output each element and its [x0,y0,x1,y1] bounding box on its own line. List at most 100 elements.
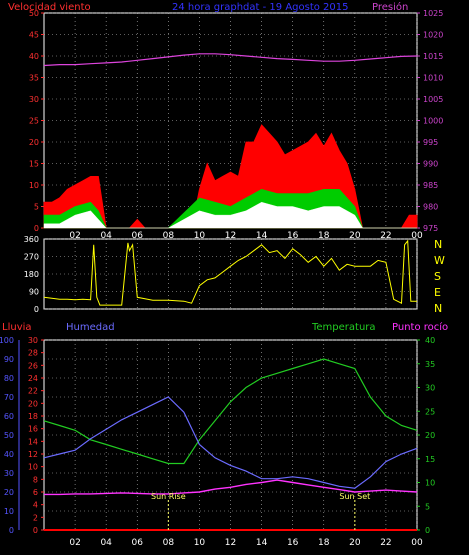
x-tick-label-bottom: 20 [349,538,361,548]
pressure-title: Presión [372,1,408,13]
wind-tick-label: 40 [29,52,39,61]
x-tick-label-bottom: 06 [132,538,144,548]
rain-tick-label: 28 [28,349,38,358]
rain-tick-label: 18 [28,412,38,421]
pressure-tick-label: 1025 [423,9,443,18]
x-tick-label-top: 12 [225,231,236,241]
wind-tick-label: 35 [29,74,39,83]
wind-tick-label: 45 [29,31,39,40]
x-tick-label-bottom: 04 [100,538,112,548]
x-tick-label-top: 02 [69,231,80,241]
direction-label-n-bottom: N [434,302,442,315]
direction-label-w: W [434,254,445,267]
temperature-tick-label: 20 [425,431,435,440]
humidity-tick-label: 90 [4,355,14,364]
direction-tick-label: 180 [24,270,39,279]
x-tick-label-bottom: 08 [163,538,175,548]
wind-lull-area [43,201,417,229]
humidity-tick-label: 70 [4,393,14,402]
temperature-tick-label: 25 [425,407,435,416]
rain-tick-label: 16 [28,425,38,434]
x-tick-label-bottom: 18 [318,538,330,548]
rain-title: Lluvia [2,322,32,333]
rain-tick-label: 2 [33,513,38,522]
humidity-tick-label: 80 [4,374,14,383]
x-tick-label-top: 20 [349,231,361,241]
x-tick-label-bottom: 14 [256,538,268,548]
direction-panel-frame [43,238,418,310]
humidity-tick-label: 0 [9,526,14,535]
chart-date-title: 24 hora graphdat - 19 Agosto 2015 [172,2,349,13]
pressure-line [43,53,418,67]
temperature-tick-label: 15 [425,455,435,464]
x-tick-label-top: 18 [318,231,330,241]
wind-tick-label: 20 [29,138,39,147]
x-tick-label-bottom: 00 [411,538,423,548]
rain-tick-label: 10 [28,463,38,472]
rain-tick-label: 0 [33,526,38,535]
rain-tick-label: 24 [28,374,38,383]
wind-speed-title: Velocidad viento [8,2,91,13]
pressure-tick-label: 1005 [423,95,443,104]
axis-ticks: 0202040406060808101012121414161618182020… [0,9,443,548]
humidity-tick-label: 40 [4,450,14,459]
x-tick-label-top: 10 [194,231,206,241]
direction-tick-label: 0 [34,305,39,314]
temperature-tick-label: 35 [425,360,435,369]
sunrise-label: Sun Rise [151,492,186,501]
humidity-tick-label: 30 [4,469,14,478]
pressure-tick-label: 1020 [423,31,443,40]
sun-markers: Sun Rise Sun Set [151,492,370,530]
wind-tick-label: 15 [29,160,39,169]
wind-tick-label: 25 [29,117,39,126]
direction-label-s: S [434,270,441,283]
x-tick-label-top: 14 [256,231,268,241]
pressure-tick-label: 985 [423,181,438,190]
wind-tick-label: 10 [29,181,39,190]
pressure-tick-label: 990 [423,160,438,169]
x-tick-label-bottom: 10 [194,538,206,548]
grid-lines [44,12,418,531]
rain-tick-label: 14 [28,437,38,446]
rain-tick-label: 8 [33,475,38,484]
series-layer [43,53,418,531]
rain-tick-label: 6 [33,488,38,497]
x-tick-label-bottom: 02 [69,538,80,548]
direction-label-n-top: N [434,238,442,251]
pressure-tick-label: 1000 [423,117,443,126]
temperature-tick-label: 40 [425,336,435,345]
pressure-tick-label: 1010 [423,74,443,83]
wind-tick-label: 5 [34,203,39,212]
temperature-title: Temperatura [311,322,376,333]
pressure-tick-label: 980 [423,203,438,212]
rain-tick-label: 30 [28,336,38,345]
x-tick-label-bottom: 16 [287,538,299,548]
sunset-label: Sun Set [339,492,370,501]
dewpoint-line [44,479,418,496]
x-tick-label-top: 08 [163,231,175,241]
direction-tick-label: 90 [29,288,39,297]
pressure-tick-label: 1015 [423,52,443,61]
x-tick-label-bottom: 22 [380,538,391,548]
pressure-tick-label: 975 [423,224,438,233]
temperature-tick-label: 0 [425,526,430,535]
dewpoint-title: Punto rocío [392,321,448,333]
rain-tick-label: 12 [28,450,38,459]
humidity-title: Humedad [66,322,115,333]
humidity-tick-label: 10 [4,507,14,516]
direction-tick-label: 360 [24,235,39,244]
temperature-line [43,358,418,465]
rain-tick-label: 22 [28,387,38,396]
humidity-tick-label: 50 [4,431,14,440]
pressure-tick-label: 995 [423,138,438,147]
x-tick-label-top: 16 [287,231,299,241]
x-tick-label-top: 22 [380,231,391,241]
humidity-tick-label: 60 [4,412,14,421]
humidity-tick-label: 20 [4,488,14,497]
direction-tick-label: 270 [24,253,39,262]
direction-labels: N W S E N [434,238,445,315]
rain-tick-label: 26 [28,361,38,370]
x-tick-label-top: 04 [100,231,112,241]
rain-tick-label: 20 [28,399,38,408]
